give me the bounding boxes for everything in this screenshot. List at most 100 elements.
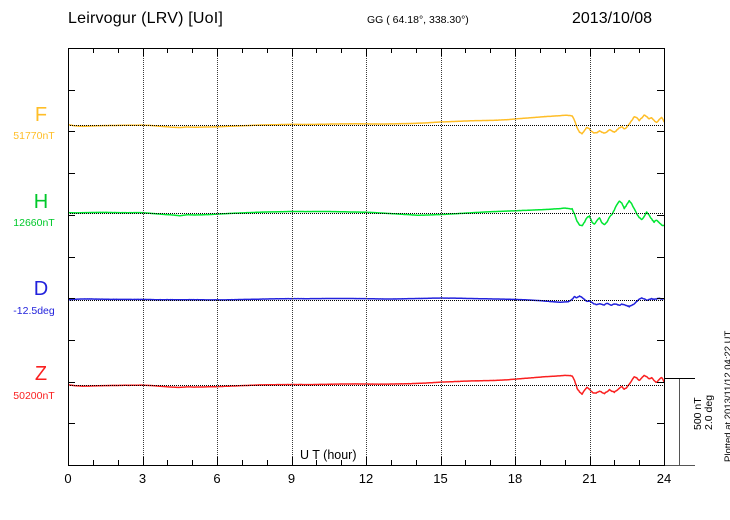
component-label-F: F — [34, 104, 48, 126]
tick-bot-hour-21 — [589, 457, 591, 465]
geographic-coordinates: GG ( 64.18°, 338.30°) — [367, 14, 469, 26]
tick-bot-hour-5 — [192, 460, 194, 465]
tick-bot-hour-9 — [291, 457, 293, 465]
tick-top-hour-10 — [316, 48, 318, 53]
tick-bot-hour-18 — [515, 457, 516, 465]
station-title: Leirvogur (LRV) [UoI] — [68, 10, 224, 27]
tick-left-7 — [68, 339, 75, 341]
observation-date: 2013/10/08 — [572, 10, 653, 27]
component-value-F: 51770nT — [13, 130, 55, 142]
tick-top-hour-20 — [564, 48, 566, 53]
tick-left-2 — [68, 131, 75, 133]
scale-bar-bottom-cap — [665, 465, 695, 466]
scale-bar — [679, 378, 680, 465]
tick-top-hour-14 — [415, 48, 417, 53]
gridline-hour-18 — [515, 48, 516, 465]
tick-top-hour-1 — [92, 48, 94, 53]
gridline-hour-12 — [366, 48, 367, 465]
x-axis-title: U T (hour) — [300, 448, 357, 462]
x-tick-label-6: 6 — [213, 471, 221, 486]
tick-top-hour-18 — [515, 48, 516, 56]
tick-bot-hour-2 — [117, 460, 119, 465]
tick-bot-hour-19 — [539, 460, 541, 465]
frame-right-edge — [664, 48, 665, 465]
tick-left-3 — [68, 173, 75, 175]
tick-top-hour-15 — [440, 48, 442, 56]
tick-top-hour-17 — [490, 48, 492, 53]
tick-bot-hour-10 — [316, 460, 318, 465]
x-tick-label-18: 18 — [507, 471, 523, 486]
tick-top-hour-22 — [614, 48, 616, 53]
tick-top-hour-21 — [589, 48, 591, 56]
tick-top-hour-6 — [217, 48, 218, 56]
tick-bot-hour-22 — [614, 460, 616, 465]
x-tick-label-3: 3 — [138, 471, 147, 486]
gridline-hour-3 — [142, 48, 144, 465]
tick-bot-hour-7 — [241, 460, 243, 465]
x-tick-label-12: 12 — [358, 471, 374, 486]
scale-bar-top-cap — [665, 378, 695, 379]
x-tick-label-0: 0 — [64, 471, 72, 486]
tick-top-hour-23 — [639, 48, 641, 53]
baseline-F — [68, 125, 665, 126]
tick-top-hour-19 — [539, 48, 541, 53]
trace-F — [68, 114, 665, 135]
x-tick-label-21: 21 — [582, 471, 597, 486]
tick-bot-hour-0 — [68, 457, 69, 465]
x-tick-label-15: 15 — [433, 471, 448, 486]
gridline-hour-9 — [291, 48, 293, 465]
tick-top-hour-11 — [341, 48, 343, 53]
component-label-Z: Z — [34, 363, 48, 385]
tick-bot-hour-1 — [92, 460, 94, 465]
tick-bot-hour-15 — [440, 457, 442, 465]
tick-top-hour-4 — [167, 48, 169, 53]
tick-top-hour-0 — [68, 48, 69, 56]
tick-top-hour-3 — [142, 48, 144, 56]
trace-Z — [68, 374, 665, 396]
tick-right-5 — [657, 256, 664, 258]
tick-bot-hour-17 — [490, 460, 492, 465]
gridline-hour-21 — [589, 48, 591, 465]
trace-D — [68, 295, 665, 308]
frame-bottom-edge — [68, 465, 665, 466]
component-label-H: H — [33, 191, 49, 213]
baseline-Z — [68, 385, 665, 386]
tick-bot-hour-6 — [217, 457, 218, 465]
tick-top-hour-9 — [291, 48, 293, 56]
tick-right-4 — [657, 214, 664, 216]
component-label-D: D — [33, 278, 49, 300]
tick-left-4 — [68, 214, 75, 216]
tick-top-hour-13 — [390, 48, 392, 53]
tick-right-9 — [657, 423, 664, 425]
tick-top-hour-8 — [266, 48, 268, 53]
tick-right-2 — [657, 131, 664, 133]
tick-right-8 — [657, 381, 664, 383]
tick-right-7 — [657, 339, 664, 341]
tick-bot-hour-24 — [664, 457, 665, 465]
tick-bot-hour-23 — [639, 460, 641, 465]
tick-bot-hour-14 — [415, 460, 417, 465]
tick-right-1 — [657, 89, 664, 91]
tick-left-9 — [68, 423, 75, 425]
tick-bot-hour-3 — [142, 457, 144, 465]
tick-bot-hour-8 — [266, 460, 268, 465]
x-tick-label-9: 9 — [287, 471, 296, 486]
tick-bot-hour-11 — [341, 460, 343, 465]
tick-left-8 — [68, 381, 75, 383]
baseline-D — [68, 300, 665, 301]
tick-right-3 — [657, 173, 664, 175]
component-value-D: -12.5deg — [13, 305, 55, 317]
component-value-H: 12660nT — [13, 217, 55, 229]
tick-bot-hour-16 — [465, 460, 467, 465]
tick-bot-hour-20 — [564, 460, 566, 465]
tick-left-5 — [68, 256, 75, 258]
tick-bot-hour-4 — [167, 460, 169, 465]
plot-area: 0 3 6 9 12 15 18 21 24 — [64, 48, 671, 486]
scale-bar-deg-label: 2.0 deg — [703, 394, 715, 430]
tick-bot-hour-12 — [366, 457, 367, 465]
gridline-hour-6 — [217, 48, 218, 465]
baseline-H — [68, 213, 665, 214]
tick-top-hour-5 — [192, 48, 194, 53]
tick-top-hour-2 — [117, 48, 119, 53]
